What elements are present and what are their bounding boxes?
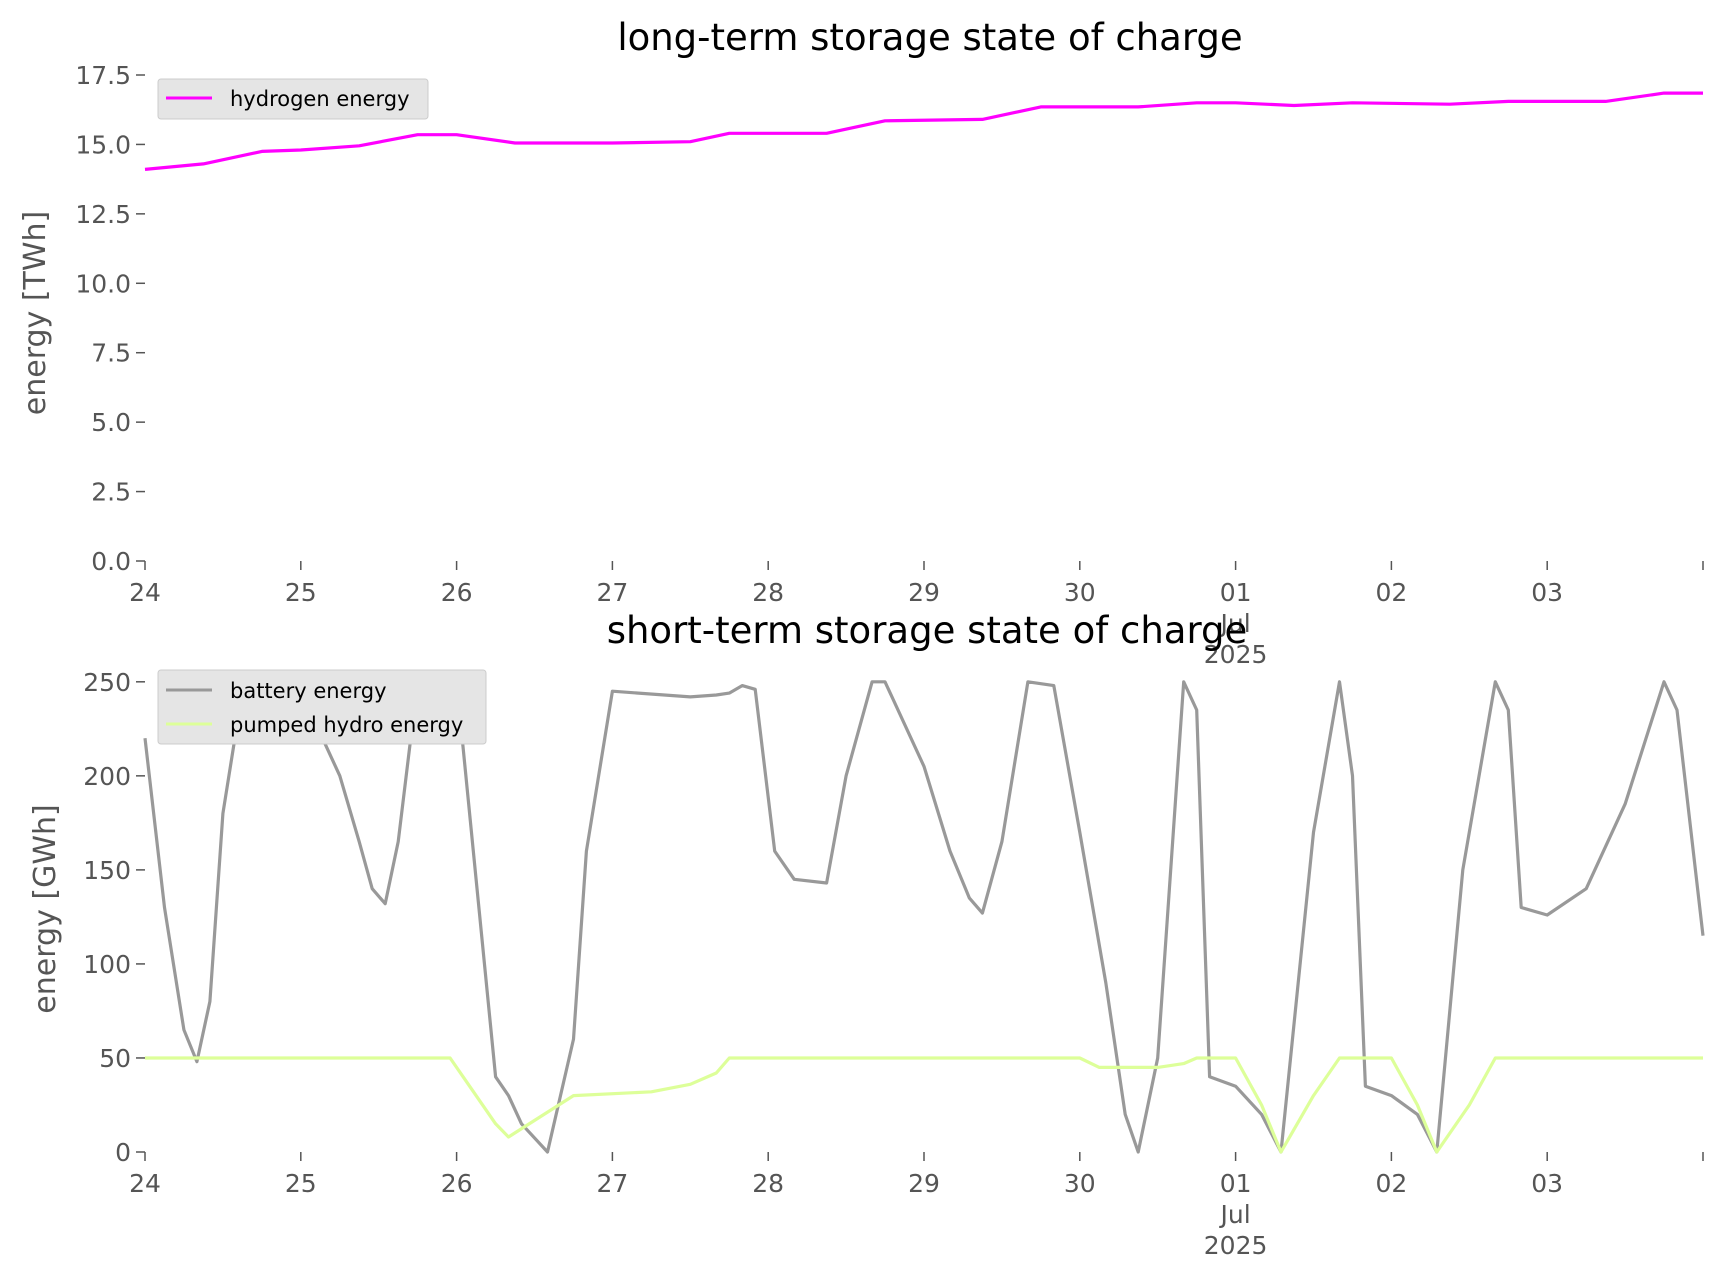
x-tick-label: 01 [1220,578,1252,607]
x-tick-label: 26 [441,578,473,607]
y-tick-label: 50 [99,1044,131,1073]
y-tick-label: 5.0 [91,408,131,437]
y-axis-ticks: 0 50 100 150 200 250 [83,668,145,1167]
series-lines [144,91,1703,171]
legend-label-battery: battery energy [230,679,387,703]
y-axis-ticks: 0.0 2.5 5.0 7.5 10.0 12.5 15.0 17.5 [75,61,145,576]
y-tick-label: 7.5 [91,339,131,368]
series-lines [143,680,1705,1154]
x-tick-label: 28 [752,1169,784,1198]
y-axis-label: energy [TWh] [18,211,53,415]
legend-label-pumped-hydro: pumped hydro energy [230,713,463,737]
y-tick-label: 150 [83,856,131,885]
x-tick-label: 01 [1220,1169,1252,1198]
long-term-storage-chart: long-term storage state of charge energy… [18,16,1704,669]
y-axis-label: energy [GWh] [28,804,63,1013]
series-line-0 [143,680,1705,1154]
x-tick-label: Jul [1219,609,1251,638]
y-tick-label: 250 [83,668,131,697]
legend-box [157,78,429,120]
y-tick-label: 100 [83,950,131,979]
x-tick-label: 29 [908,578,940,607]
x-tick-label: 02 [1375,578,1407,607]
x-tick-label: 27 [596,578,628,607]
y-tick-label: 200 [83,762,131,791]
x-tick-label: 29 [908,1169,940,1198]
x-tick-label: 26 [441,1169,473,1198]
y-tick-label: 15.0 [75,130,131,159]
y-tick-label: 17.5 [75,61,131,90]
chart-title: short-term storage state of charge [607,609,1248,652]
legend-label-hydrogen: hydrogen energy [230,87,410,111]
series-line-0 [144,91,1703,171]
y-tick-label: 2.5 [91,478,131,507]
chart-title: long-term storage state of charge [617,16,1242,59]
x-tick-label: Jul [1219,1200,1251,1229]
series-line-1 [145,1056,1703,1154]
y-tick-label: 0 [115,1138,131,1167]
x-tick-label: 25 [285,578,317,607]
x-tick-label: 24 [129,578,161,607]
x-tick-label: 30 [1064,1169,1096,1198]
x-tick-label: 27 [596,1169,628,1198]
legend-box [157,669,487,745]
legend: battery energy pumped hydro energy [157,669,487,745]
x-tick-label: 03 [1531,578,1563,607]
x-tick-label: 03 [1531,1169,1563,1198]
x-tick-label: 24 [129,1169,161,1198]
legend: hydrogen energy [157,78,429,120]
short-term-storage-chart: short-term storage state of charge energ… [28,609,1705,1260]
x-tick-label: 02 [1375,1169,1407,1198]
y-tick-label: 12.5 [75,200,131,229]
x-tick-label: 30 [1064,578,1096,607]
y-tick-label: 10.0 [75,269,131,298]
x-tick-label: 28 [752,578,784,607]
x-tick-label: 25 [285,1169,317,1198]
x-tick-label: 2025 [1204,640,1268,669]
y-tick-label: 0.0 [91,547,131,576]
x-tick-label: 2025 [1204,1231,1268,1260]
